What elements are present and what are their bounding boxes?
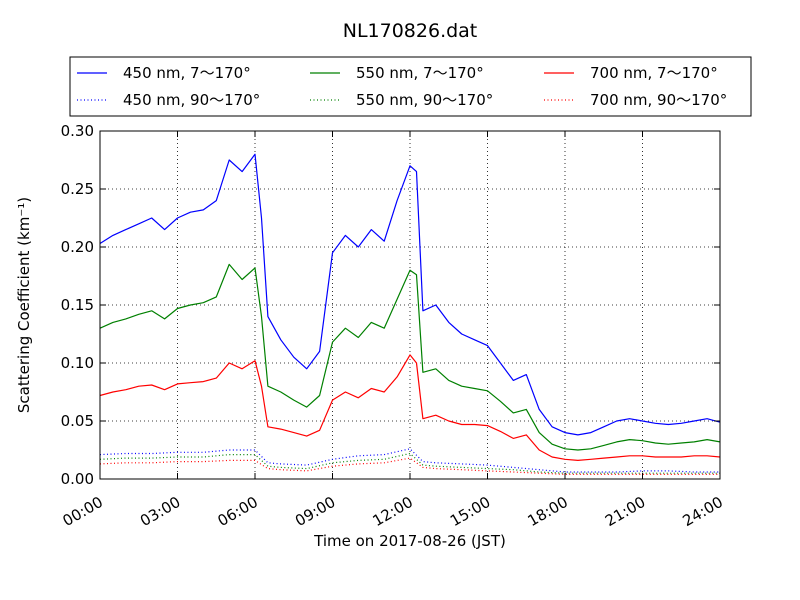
y-axis-label: Scattering Coefficient (km⁻¹): [15, 197, 33, 413]
legend-label: 550 nm, 90～170°: [356, 91, 493, 109]
series-line-700-nm-90-170-: [99, 457, 720, 475]
y-tick-label: 0.20: [61, 238, 94, 256]
series-line-550-nm-7-170-: [99, 263, 721, 451]
series-line-700-nm-7-170-: [99, 354, 721, 461]
y-tick-label: 0.10: [61, 354, 94, 372]
legend-label: 700 nm, 7～170°: [590, 64, 718, 82]
series-line-450-nm-90-170-: [99, 448, 720, 473]
series-line-450-nm-7-170-: [99, 153, 721, 436]
legend-label: 450 nm, 90～170°: [123, 91, 260, 109]
legend: 450 nm, 7～170° 550 nm, 7～170° 700 nm, 7～17…: [69, 56, 752, 117]
legend-label: 700 nm, 90～170°: [590, 91, 727, 109]
y-tick-label: 0.25: [61, 180, 94, 198]
legend-items: 450 nm, 7～170° 550 nm, 7～170° 700 nm, 7～17…: [77, 64, 727, 109]
y-tick-label: 0.05: [61, 412, 94, 430]
series-line-550-nm-90-170-: [99, 452, 720, 474]
series-layer: [99, 153, 721, 475]
chart-title: NL170826.dat: [343, 20, 478, 42]
x-axis-label: Time on 2017-08-26 (JST): [313, 532, 506, 550]
legend-frame: [69, 56, 752, 117]
y-tick-label: 0.30: [61, 122, 94, 140]
y-tick-label: 0.15: [61, 296, 94, 314]
legend-label: 450 nm, 7～170°: [123, 64, 251, 82]
legend-label: 550 nm, 7～170°: [356, 64, 484, 82]
plot-area: 00:00 03:00 06:00 09:00 12:00 15:00 18:00 21:00…: [60, 122, 726, 530]
y-tick-label: 0.00: [61, 470, 94, 488]
